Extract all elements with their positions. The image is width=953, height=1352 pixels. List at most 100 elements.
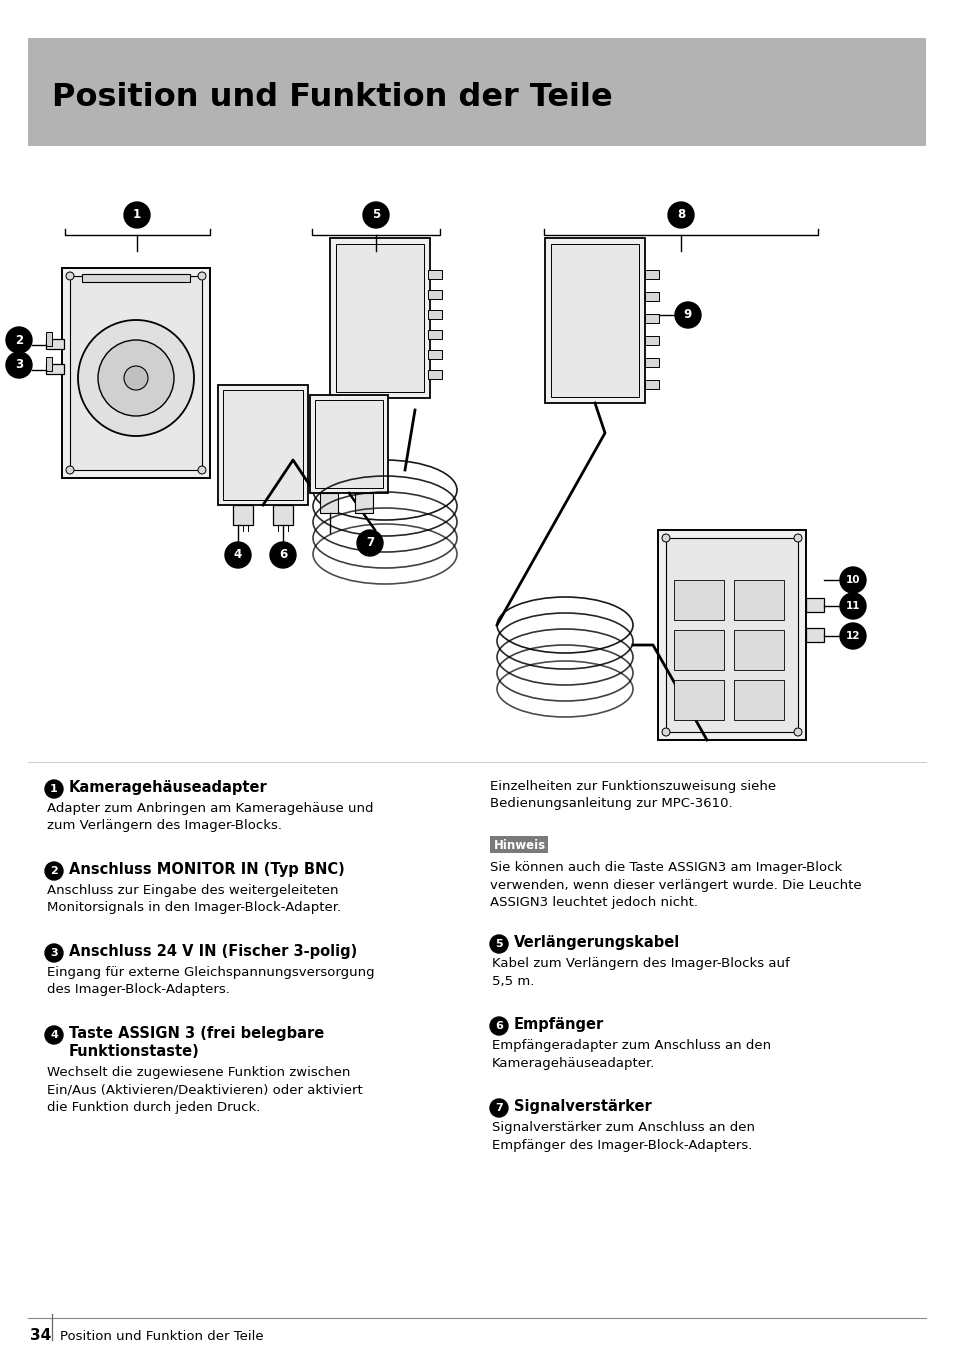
Circle shape [124, 366, 148, 389]
Bar [355, 493, 373, 512]
Circle shape [270, 542, 295, 568]
Text: 7: 7 [366, 537, 374, 549]
Bar [644, 380, 659, 389]
Bar [82, 274, 190, 283]
Circle shape [45, 1026, 63, 1044]
Text: Taste ASSIGN 3 (frei belegbare: Taste ASSIGN 3 (frei belegbare [69, 1026, 324, 1041]
Bar [218, 385, 308, 506]
Bar [644, 358, 659, 366]
Bar [335, 243, 423, 392]
Text: 8: 8 [677, 208, 684, 222]
Bar [733, 680, 783, 721]
Bar [428, 350, 441, 360]
Bar [428, 370, 441, 379]
Text: Kabel zum Verlängern des Imager-Blocks auf
5,5 m.: Kabel zum Verlängern des Imager-Blocks a… [492, 957, 789, 987]
Text: 7: 7 [495, 1103, 502, 1113]
Bar [665, 538, 797, 731]
Circle shape [66, 272, 74, 280]
Bar [428, 310, 441, 319]
Circle shape [667, 201, 693, 228]
Bar [673, 630, 723, 671]
Circle shape [66, 466, 74, 475]
Bar [223, 389, 303, 500]
Text: Eingang für externe Gleichspannungsversorgung
des Imager-Block-Adapters.: Eingang für externe Gleichspannungsverso… [47, 965, 375, 996]
Circle shape [98, 339, 173, 416]
Text: Anschluss zur Eingabe des weitergeleiteten
Monitorsignals in den Imager-Block-Ad: Anschluss zur Eingabe des weitergeleitet… [47, 884, 341, 914]
Text: 1: 1 [132, 208, 141, 222]
Circle shape [6, 327, 32, 353]
Text: Kameragehäuseadapter: Kameragehäuseadapter [69, 780, 268, 795]
Bar [428, 330, 441, 339]
Text: Anschluss 24 V IN (Fischer 3-polig): Anschluss 24 V IN (Fischer 3-polig) [69, 944, 356, 959]
Circle shape [45, 863, 63, 880]
Text: 4: 4 [50, 1030, 58, 1040]
Bar [733, 580, 783, 621]
Bar [644, 337, 659, 345]
Bar [428, 289, 441, 299]
Circle shape [198, 466, 206, 475]
Text: 2: 2 [51, 867, 58, 876]
Bar [644, 314, 659, 323]
Circle shape [840, 623, 865, 649]
Text: Adapter zum Anbringen am Kameragehäuse und
zum Verlängern des Imager-Blocks.: Adapter zum Anbringen am Kameragehäuse u… [47, 802, 374, 833]
Bar [544, 238, 644, 403]
Bar [46, 339, 64, 349]
Text: Wechselt die zugewiesene Funktion zwischen
Ein/Aus (Aktivieren/Deaktivieren) ode: Wechselt die zugewiesene Funktion zwisch… [47, 1065, 362, 1114]
Circle shape [793, 727, 801, 735]
Bar [314, 400, 382, 488]
Circle shape [6, 352, 32, 379]
Circle shape [490, 1017, 507, 1036]
Bar [551, 243, 639, 397]
Bar [46, 364, 64, 375]
Text: 1: 1 [51, 784, 58, 794]
Circle shape [45, 944, 63, 963]
Circle shape [840, 566, 865, 594]
Text: 5: 5 [372, 208, 379, 222]
Text: 10: 10 [845, 575, 860, 585]
Text: 12: 12 [845, 631, 860, 641]
Text: Empfänger: Empfänger [514, 1017, 603, 1032]
Text: Position und Funktion der Teile: Position und Funktion der Teile [60, 1329, 263, 1343]
Text: 6: 6 [495, 1021, 502, 1032]
Text: Sie können auch die Taste ASSIGN3 am Imager-Block
verwenden, wenn dieser verläng: Sie können auch die Taste ASSIGN3 am Ima… [490, 861, 861, 909]
Bar [330, 238, 430, 397]
Text: Signalverstärker: Signalverstärker [514, 1099, 651, 1114]
Bar [644, 292, 659, 301]
Bar [46, 357, 52, 370]
Bar [46, 333, 52, 346]
Bar [805, 627, 823, 642]
Circle shape [198, 272, 206, 280]
Text: 11: 11 [845, 602, 860, 611]
Text: Empfängeradapter zum Anschluss an den
Kameragehäuseadapter.: Empfängeradapter zum Anschluss an den Ka… [492, 1038, 770, 1069]
Circle shape [490, 1099, 507, 1117]
Text: Position und Funktion der Teile: Position und Funktion der Teile [52, 82, 612, 114]
Circle shape [78, 320, 193, 435]
Circle shape [793, 534, 801, 542]
Circle shape [661, 727, 669, 735]
Bar [644, 270, 659, 279]
Circle shape [45, 780, 63, 798]
Text: Einzelheiten zur Funktionszuweisung siehe
Bedienungsanleitung zur MPC-3610.: Einzelheiten zur Funktionszuweisung sieh… [490, 780, 776, 810]
Bar [319, 493, 337, 512]
Bar [733, 630, 783, 671]
Text: 4: 4 [233, 549, 242, 561]
Circle shape [225, 542, 251, 568]
Text: 2: 2 [15, 334, 23, 346]
Bar [70, 276, 202, 470]
Text: 3: 3 [51, 948, 58, 959]
Circle shape [124, 201, 150, 228]
Circle shape [356, 530, 382, 556]
Bar [310, 395, 388, 493]
Text: 5: 5 [495, 940, 502, 949]
Bar [62, 268, 210, 479]
Text: 3: 3 [15, 358, 23, 372]
Circle shape [363, 201, 389, 228]
Bar [273, 506, 293, 525]
Bar [233, 506, 253, 525]
Bar [490, 836, 547, 853]
Bar [658, 530, 805, 740]
Text: 34: 34 [30, 1329, 51, 1344]
Text: Verlängerungskabel: Verlängerungskabel [514, 936, 679, 950]
Bar [673, 580, 723, 621]
Bar [28, 38, 925, 146]
